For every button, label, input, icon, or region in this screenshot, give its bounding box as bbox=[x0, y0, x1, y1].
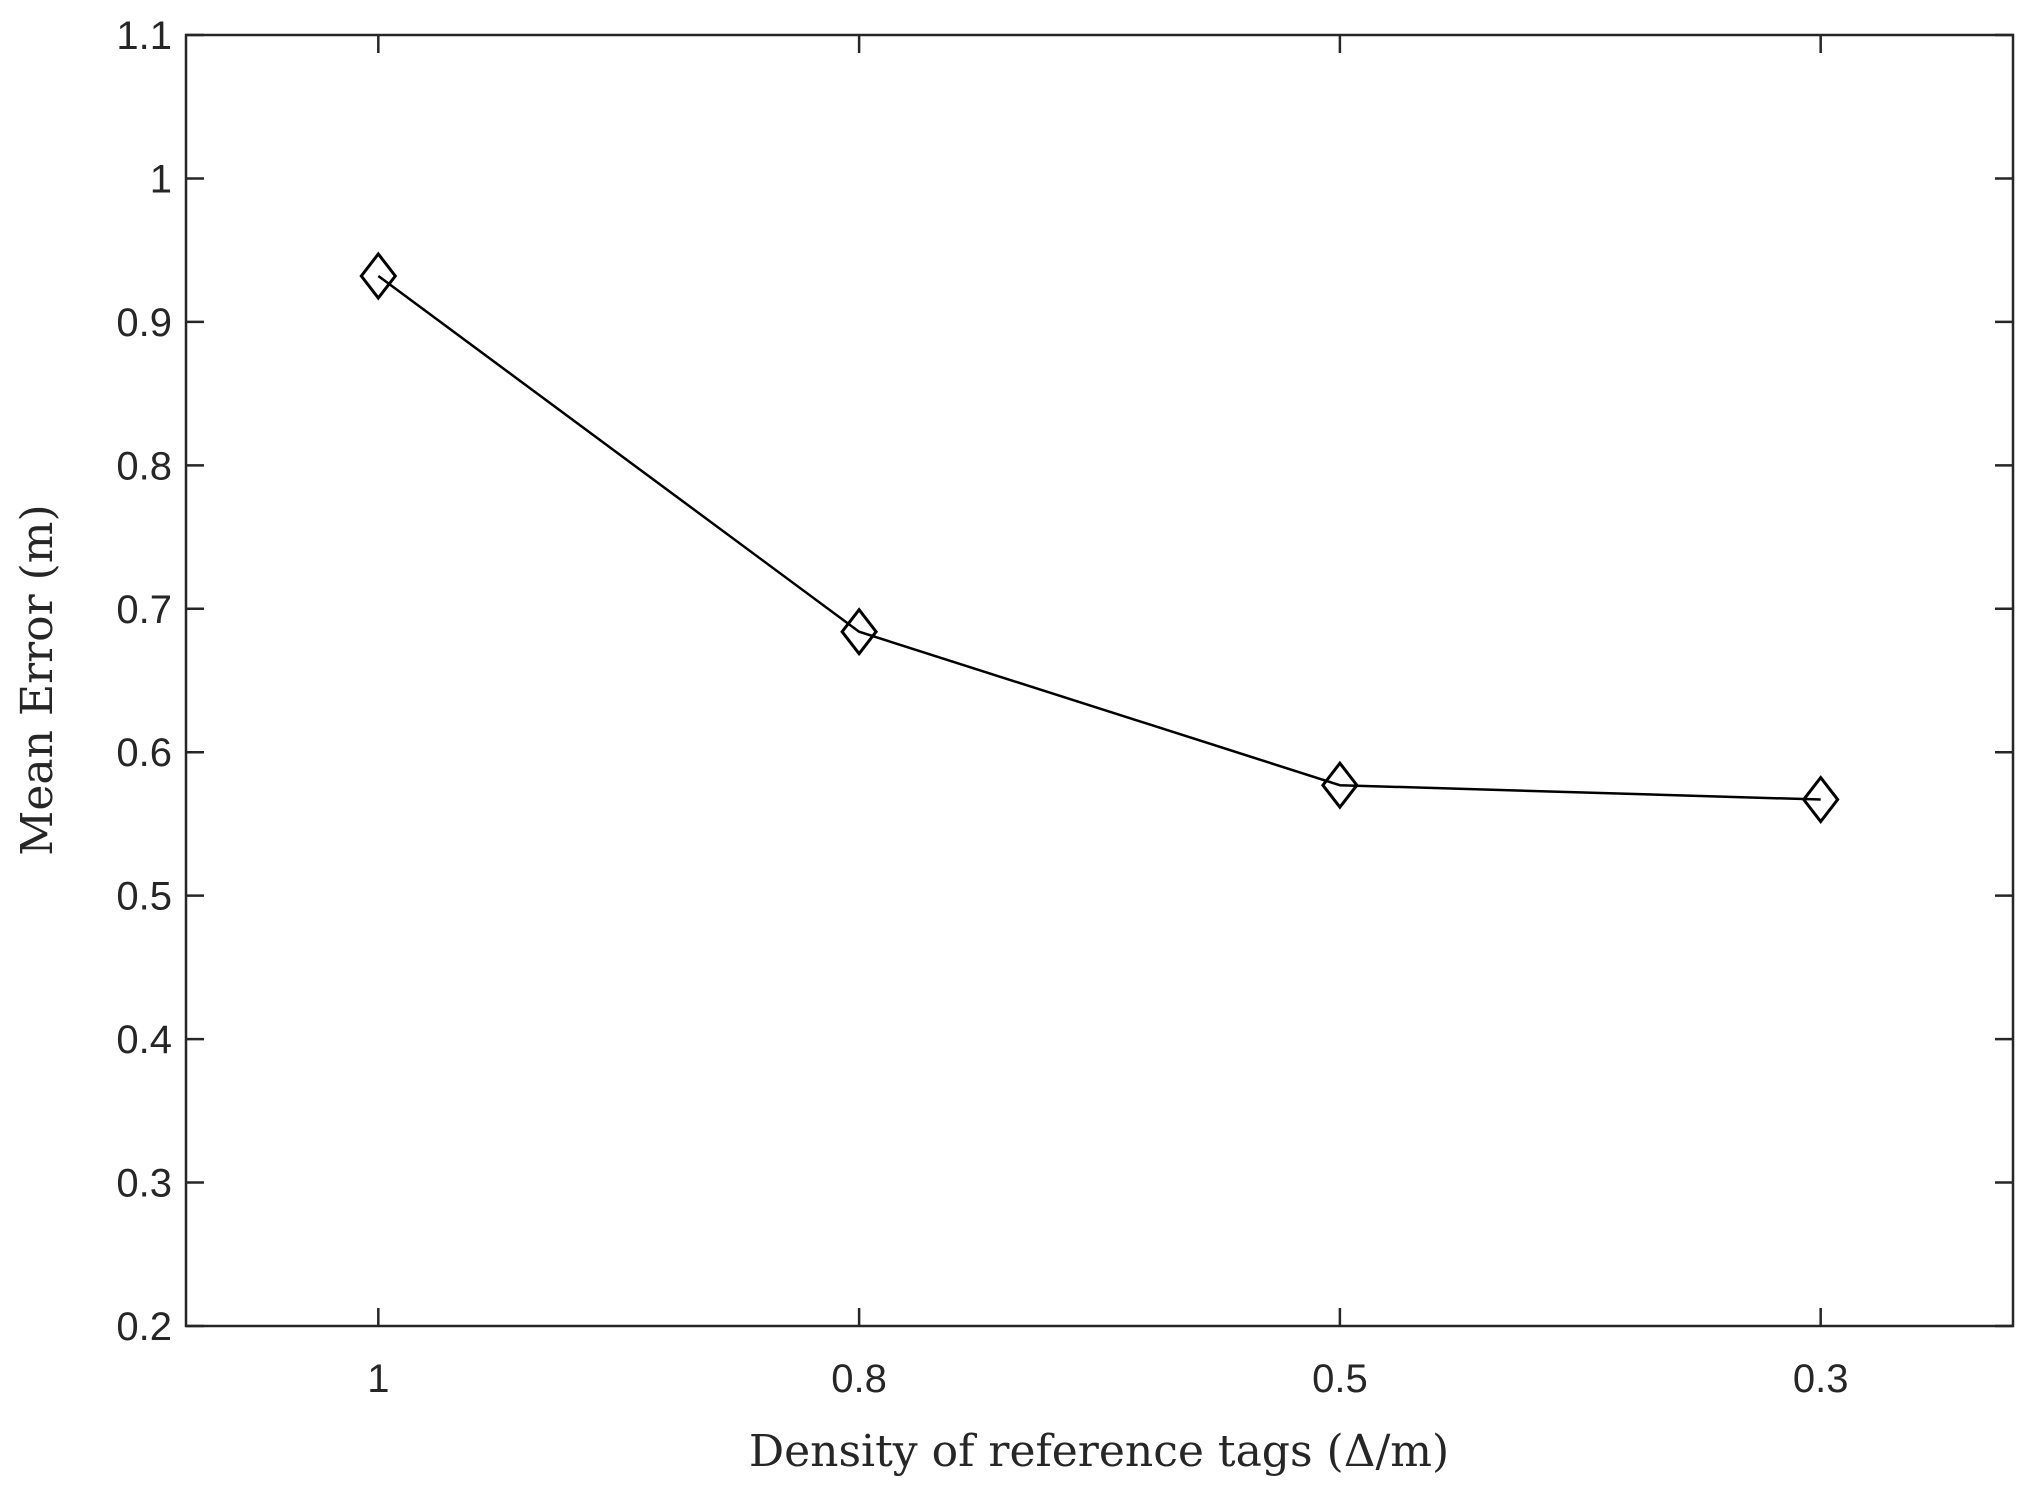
x-tick-label: 0.8 bbox=[831, 1357, 887, 1401]
series-path bbox=[377, 274, 1821, 801]
data-point-marker bbox=[840, 607, 879, 657]
x-tick-label: 1 bbox=[367, 1357, 389, 1401]
y-axis: 0.2 0.3 0.4 0.5 0.6 0.7 0.8 0.9 1 1.1 bbox=[116, 14, 2013, 1349]
y-tick-label: 0.2 bbox=[116, 1305, 172, 1349]
x-axis-label: Density of reference tags (Δ/m) bbox=[749, 1426, 1449, 1477]
data-point-marker bbox=[1320, 760, 1359, 810]
y-tick-label: 0.7 bbox=[116, 588, 172, 632]
y-tick-label: 0.5 bbox=[116, 875, 172, 919]
x-tick-label: 0.5 bbox=[1312, 1357, 1368, 1401]
y-axis-label: Mean Error (m) bbox=[12, 504, 63, 855]
y-tick-label: 0.3 bbox=[116, 1162, 172, 1206]
data-point-marker bbox=[1801, 775, 1840, 825]
series-line bbox=[359, 251, 1840, 825]
x-axis: 1 0.8 0.5 0.3 bbox=[367, 35, 1848, 1401]
y-tick-label: 0.4 bbox=[116, 1018, 172, 1062]
data-point-marker bbox=[359, 251, 398, 301]
x-tick-label: 0.3 bbox=[1793, 1357, 1849, 1401]
y-tick-label: 1 bbox=[150, 157, 172, 201]
y-tick-label: 0.6 bbox=[116, 731, 172, 775]
y-tick-label: 1.1 bbox=[116, 14, 172, 58]
y-tick-label: 0.9 bbox=[116, 301, 172, 345]
plot-frame bbox=[184, 33, 2015, 1328]
y-tick-label: 0.8 bbox=[116, 444, 172, 488]
